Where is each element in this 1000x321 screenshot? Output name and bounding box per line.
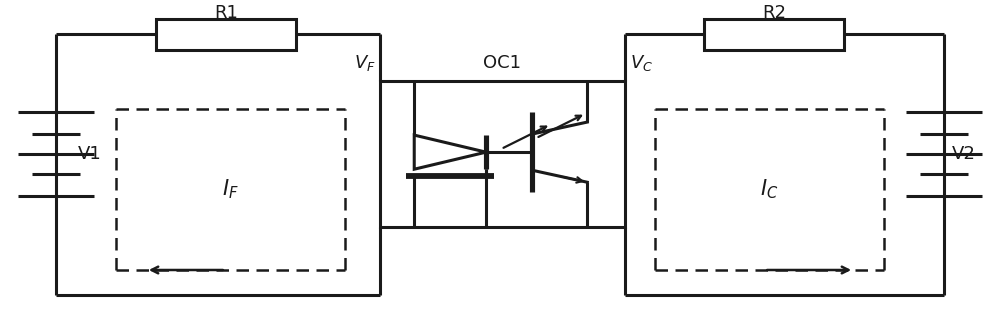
Text: $I_C$: $I_C$ [760, 178, 778, 201]
Text: R1: R1 [214, 4, 238, 22]
Text: $V_F$: $V_F$ [354, 53, 375, 73]
Polygon shape [414, 135, 486, 169]
Text: R2: R2 [762, 4, 786, 22]
Text: $I_F$: $I_F$ [222, 178, 239, 201]
Text: V1: V1 [78, 145, 102, 163]
Bar [156, 19, 296, 50]
Text: $V_C$: $V_C$ [630, 53, 653, 73]
Text: OC1: OC1 [483, 54, 521, 72]
Bar [704, 19, 844, 50]
Bar [380, 81, 625, 227]
Text: V2: V2 [952, 145, 976, 163]
